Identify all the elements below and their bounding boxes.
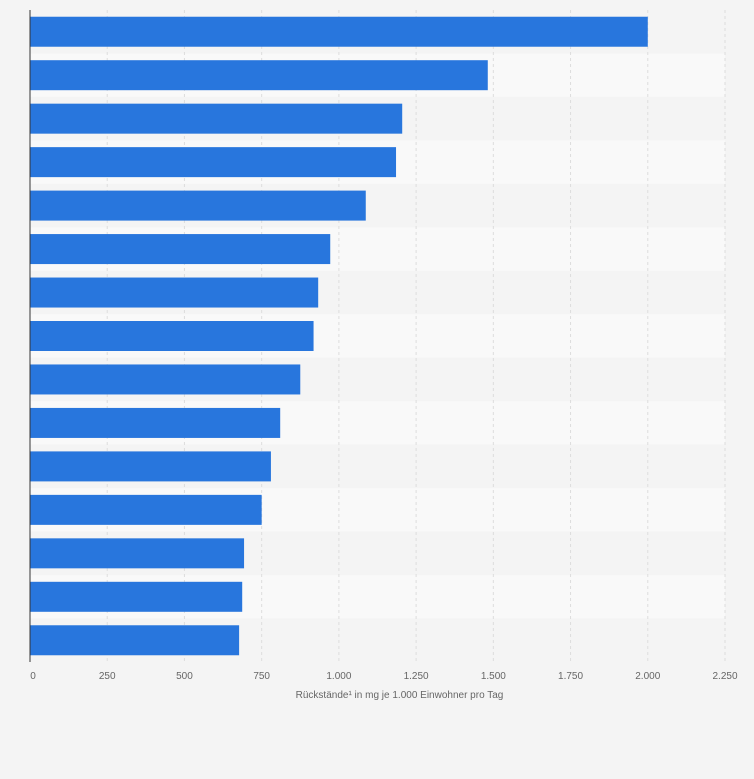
- x-tick-label: 1.000: [326, 671, 351, 682]
- bar: [30, 321, 314, 351]
- bar: [30, 60, 488, 91]
- x-tick-label: 2.000: [635, 671, 660, 682]
- x-tick-label: 250: [99, 671, 116, 682]
- bar: [30, 581, 243, 612]
- x-tick-label: 0: [30, 671, 36, 682]
- bars: [30, 16, 648, 656]
- x-tick-labels: 0 250 500 750 1.000 1.250 1.500 1.750 2.000 2.250: [30, 671, 738, 682]
- x-tick-label: 500: [176, 671, 193, 682]
- x-tick-label: 1.750: [558, 671, 583, 682]
- bar: [30, 451, 271, 482]
- bar: [30, 234, 331, 265]
- x-tick-label: 2.250: [712, 671, 737, 682]
- bar: [30, 538, 245, 569]
- bar: [30, 407, 281, 438]
- bar: [30, 190, 366, 221]
- x-axis-title: Rückstände¹ in mg je 1.000 Einwohner pro…: [296, 690, 504, 701]
- bar: [30, 494, 262, 525]
- bar: [30, 364, 301, 395]
- x-tick-label: 750: [253, 671, 270, 682]
- bar: [30, 625, 240, 656]
- x-tick-label: 1.250: [404, 671, 429, 682]
- x-tick-label: 1.500: [481, 671, 506, 682]
- bar: [30, 103, 403, 134]
- bar: [30, 16, 648, 47]
- bar: [30, 147, 397, 178]
- bar: [30, 277, 319, 308]
